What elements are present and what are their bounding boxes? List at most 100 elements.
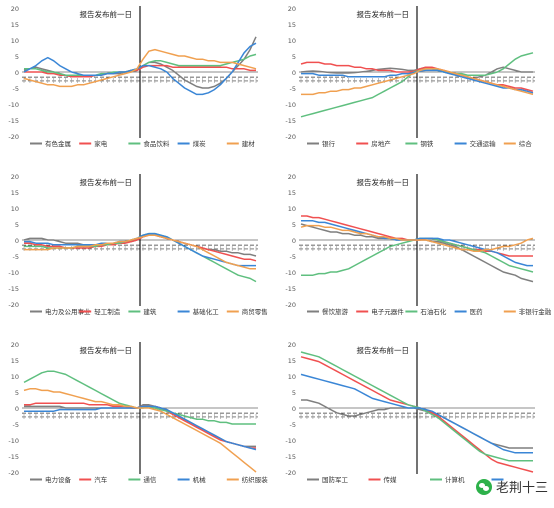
y-tick-label: -15 <box>8 117 19 125</box>
y-tick-label: -10 <box>285 101 296 109</box>
y-tick-label: 20 <box>11 5 19 13</box>
y-tick-label: 5 <box>15 221 19 229</box>
legend-label: 石油石化 <box>420 307 447 316</box>
y-tick-label: 0 <box>292 405 296 413</box>
series-line-4 <box>301 220 533 267</box>
legend-label: 食品饮料 <box>143 139 170 148</box>
legend-label: 家电 <box>94 139 108 148</box>
y-tick-label: -5 <box>13 253 19 261</box>
legend-label: 综合 <box>519 139 533 148</box>
legend-label: 建材 <box>242 139 256 148</box>
y-tick-label: 0 <box>292 237 296 245</box>
legend-label: 银行 <box>322 139 336 148</box>
series-line-5 <box>300 224 534 252</box>
event-annotation: 报告发布前一日 <box>80 9 133 19</box>
legend-label: 轻工制造 <box>94 307 121 316</box>
series-line-3 <box>300 351 533 462</box>
event-annotation: 报告发布前一日 <box>357 9 410 19</box>
legend-label: 纺织服装 <box>242 475 268 484</box>
y-tick-label: -20 <box>8 133 19 141</box>
y-tick-label: 10 <box>288 205 296 213</box>
legend-label: 有色金属 <box>45 139 71 148</box>
series-line-4 <box>23 42 257 96</box>
series-line-5 <box>301 68 534 96</box>
y-tick-label: 15 <box>11 189 19 197</box>
series-line-4 <box>24 405 257 451</box>
series-line-5 <box>24 234 256 270</box>
y-tick-label: -20 <box>285 301 296 309</box>
legend-label: 煤炭 <box>193 139 207 148</box>
y-tick-label: -15 <box>285 285 296 293</box>
legend-label: 商贸零售 <box>242 307 268 316</box>
y-tick-label: 5 <box>292 53 296 61</box>
y-tick-label: 10 <box>11 373 19 381</box>
event-annotation: 报告发布前一日 <box>357 177 410 187</box>
legend-label: 交通运输 <box>470 139 497 148</box>
wechat-icon <box>475 478 492 495</box>
legend-label: 基础化工 <box>193 307 220 316</box>
y-tick-label: 20 <box>11 173 19 181</box>
y-tick-label: -10 <box>8 269 19 277</box>
event-annotation: 报告发布前一日 <box>357 345 410 355</box>
y-tick-label: 10 <box>11 37 19 45</box>
y-tick-label: 0 <box>15 237 19 245</box>
y-tick-label: -5 <box>290 85 296 93</box>
y-tick-label: 0 <box>15 405 19 413</box>
y-tick-label: -15 <box>8 453 19 461</box>
y-tick-label: -5 <box>290 421 296 429</box>
y-tick-label: 20 <box>288 173 296 181</box>
legend-label: 传媒 <box>384 475 398 484</box>
y-tick-label: -5 <box>290 253 296 261</box>
y-tick-label: 5 <box>292 221 296 229</box>
y-tick-label: 15 <box>11 357 19 365</box>
event-annotation: 报告发布前一日 <box>80 345 133 355</box>
y-tick-label: 5 <box>292 389 296 397</box>
y-tick-label: 5 <box>15 53 19 61</box>
y-tick-label: 10 <box>11 205 19 213</box>
y-tick-label: 15 <box>288 189 296 197</box>
legend-label: 汽车 <box>94 475 108 484</box>
legend-label: 电子元器件 <box>371 307 404 316</box>
legend-label: 通信 <box>143 475 157 484</box>
y-tick-label: 5 <box>15 389 19 397</box>
series-line-2 <box>24 64 256 78</box>
series-line-4 <box>24 232 256 267</box>
y-tick-label: -15 <box>285 453 296 461</box>
series-line-5 <box>23 388 257 473</box>
y-tick-label: 0 <box>292 69 296 77</box>
y-tick-label: -10 <box>8 437 19 445</box>
y-tick-label: -5 <box>13 421 19 429</box>
y-tick-label: -10 <box>285 269 296 277</box>
y-tick-label: -20 <box>8 469 19 477</box>
legend-label: 计算机 <box>445 475 465 484</box>
y-tick-label: -15 <box>285 117 296 125</box>
legend-label: 房地产 <box>371 139 391 148</box>
legend-label: 国防军工 <box>322 475 349 484</box>
y-tick-label: -15 <box>8 285 19 293</box>
y-tick-label: -20 <box>285 133 296 141</box>
legend-label: 机械 <box>193 475 207 484</box>
y-tick-label: 20 <box>11 341 19 349</box>
y-tick-label: 20 <box>288 341 296 349</box>
y-tick-label: -5 <box>13 85 19 93</box>
event-annotation: 报告发布前一日 <box>80 177 133 187</box>
y-tick-label: 20 <box>288 5 296 13</box>
y-tick-label: 15 <box>11 21 19 29</box>
y-tick-label: 0 <box>15 69 19 77</box>
y-tick-label: -10 <box>8 101 19 109</box>
y-tick-label: -10 <box>285 437 296 445</box>
series-line-5 <box>23 48 257 88</box>
legend-label: 电力设备 <box>45 475 72 484</box>
legend-label: 电力及公用事业 <box>45 307 91 316</box>
y-tick-label: 15 <box>288 21 296 29</box>
legend-label: 建筑 <box>143 307 157 316</box>
watermark: 老荆十三 <box>475 477 548 496</box>
y-tick-label: 10 <box>288 37 296 45</box>
